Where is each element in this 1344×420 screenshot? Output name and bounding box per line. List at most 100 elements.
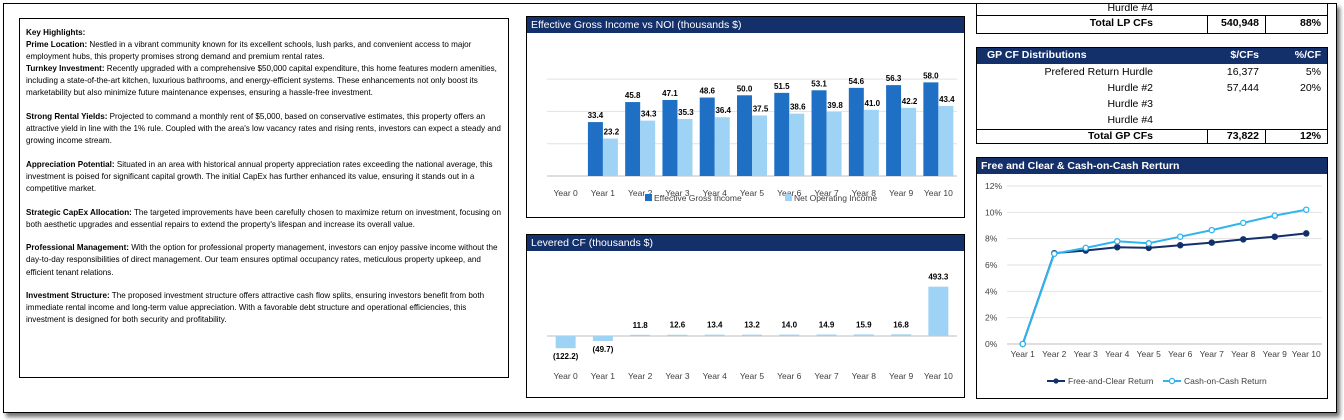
egi-bar bbox=[737, 95, 752, 176]
gp-row-pct: 5% bbox=[1305, 66, 1321, 78]
x-tick-label: Year 2 bbox=[628, 371, 653, 381]
y-tick-label: 8% bbox=[985, 234, 998, 244]
egi-bar bbox=[699, 97, 715, 176]
return-chart-panel: Free and Clear & Cash-on-Cash Rerturn 0%… bbox=[976, 157, 1328, 399]
egi-data-label: 33.4 bbox=[588, 111, 604, 120]
levered-cf-bar bbox=[667, 334, 688, 336]
gp-header-cfs: $/CFs bbox=[1230, 49, 1259, 61]
noi-bar bbox=[863, 109, 879, 176]
levered-cf-bar bbox=[853, 334, 874, 336]
noi-data-label: 35.3 bbox=[678, 108, 694, 117]
cash-on-cash-line-point bbox=[1051, 250, 1058, 258]
x-tick-label: Year 3 bbox=[1074, 349, 1099, 359]
gp-header-label: GP CF Distributions bbox=[987, 49, 1087, 61]
x-tick-label: Year 4 bbox=[1105, 349, 1130, 359]
x-tick-label: Year 7 bbox=[814, 188, 839, 198]
free-and-clear-line-point bbox=[1113, 243, 1121, 251]
y-tick-label: 6% bbox=[985, 260, 998, 270]
levered-cf-chart-panel: Levered CF (thousands $) (122.2) Year 0 (4… bbox=[526, 234, 965, 398]
levered-cf-data-label: 493.3 bbox=[928, 273, 949, 282]
egi-noi-chart: Year 0 Year 1 33.423.2 Year 2 45.8 34.3 Year 3… bbox=[547, 71, 957, 203]
x-tick-label: Year 7 bbox=[1200, 349, 1225, 359]
x-tick-label: Year 10 bbox=[924, 371, 953, 381]
egi-noi-chart-title: Effective Gross Income vs NOI (thousands… bbox=[527, 17, 964, 33]
levered-cf-data-label: 14.9 bbox=[819, 321, 835, 330]
egi-data-label: 58.0 bbox=[923, 71, 939, 80]
highlight-prime-location: Prime Location: Nestled in a vibrant com… bbox=[26, 40, 472, 62]
noi-data-label: 43.4 bbox=[939, 95, 955, 104]
highlight-appreciation-potential: Appreciation Potential: Situated in an a… bbox=[26, 159, 493, 194]
noi-bar bbox=[677, 119, 693, 176]
lp-partial-row-label: Hurdle #4 bbox=[1107, 2, 1153, 14]
egi-bar bbox=[923, 82, 939, 176]
cash-on-cash-line bbox=[1021, 208, 1307, 345]
x-tick-label: Year 5 bbox=[1137, 349, 1162, 359]
lp-total-cfs: 540,948 bbox=[1221, 17, 1259, 29]
levered-cf-bar bbox=[630, 334, 651, 336]
levered-cf-data-label: 14.0 bbox=[781, 321, 797, 330]
noi-bar bbox=[901, 107, 917, 176]
levered-cf-data-label: 13.4 bbox=[707, 321, 723, 330]
highlight-professional-management: Professional Management: With the option… bbox=[26, 243, 498, 277]
noi-data-label: 38.6 bbox=[790, 103, 806, 112]
cash-on-cash-line-point bbox=[1302, 206, 1310, 213]
return-line-chart: 0% 2% 4% 6% 8% 10% 12% Year 1 Year 2 Year 3 Year 4… bbox=[985, 181, 1322, 386]
cash-on-cash-line-point bbox=[1239, 219, 1247, 227]
x-tick-label: Year 2 bbox=[1042, 349, 1067, 359]
levered-cf-data-label: (122.2) bbox=[553, 352, 579, 361]
noi-data-label: 37.5 bbox=[753, 104, 769, 113]
highlights-heading: Key Highlights: bbox=[26, 28, 86, 37]
highlight-investment-structure: Investment Structure: The proposed inves… bbox=[26, 291, 485, 325]
levered-cf-bar bbox=[779, 334, 800, 336]
x-tick-label: Year 0 bbox=[554, 371, 579, 381]
highlight-strong-rental-yields: Strong Rental Yields: Projected to comma… bbox=[26, 112, 501, 146]
noi-data-label: 39.8 bbox=[827, 101, 843, 110]
free-and-clear-line-point bbox=[1302, 230, 1310, 237]
x-tick-label: Year 9 bbox=[889, 188, 914, 198]
noi-bar bbox=[789, 113, 805, 176]
lp-total-pct: 88% bbox=[1299, 17, 1321, 29]
cash-on-cash-line-point bbox=[1145, 240, 1152, 247]
egi-data-label: 45.8 bbox=[625, 91, 641, 100]
x-tick-label: Year 1 bbox=[591, 188, 616, 198]
cash-on-cash-line-point bbox=[1082, 244, 1090, 252]
levered-cf-bar bbox=[704, 334, 725, 336]
highlight-strategic-capex: Strategic CapEx Allocation: The targeted… bbox=[26, 207, 502, 229]
legend-label-noi: Net Operating Income bbox=[794, 193, 877, 203]
cash-on-cash-line-point bbox=[1176, 233, 1184, 240]
highlight-turnkey-investment: Turnkey Investment: Recently upgraded wi… bbox=[26, 64, 497, 98]
y-tick-label: 0% bbox=[985, 339, 998, 349]
gp-row-pct: 20% bbox=[1299, 82, 1321, 94]
noi-data-label: 23.2 bbox=[604, 128, 620, 137]
egi-bar bbox=[662, 99, 678, 176]
gp-row-label: Hurdle #2 bbox=[1107, 82, 1153, 94]
legend-swatch-noi bbox=[785, 194, 792, 201]
levered-cf-data-label: 12.6 bbox=[670, 321, 686, 330]
x-tick-label: Year 5 bbox=[740, 188, 765, 198]
free-and-clear-line-point bbox=[1271, 233, 1278, 240]
gp-row-cfs: 57,444 bbox=[1226, 82, 1259, 94]
x-tick-label: Year 3 bbox=[665, 188, 690, 198]
egi-data-label: 50.0 bbox=[737, 84, 753, 93]
x-tick-label: Year 7 bbox=[814, 371, 839, 381]
lp-cf-table: Hurdle #4 Total LP CFs 540,948 88% bbox=[976, 2, 1328, 34]
x-tick-label: Year 4 bbox=[703, 188, 728, 198]
egi-bar bbox=[811, 90, 827, 176]
levered-cf-bar bbox=[928, 286, 949, 336]
cash-on-cash-line-point bbox=[1208, 226, 1215, 234]
levered-cf-data-label: 11.8 bbox=[633, 321, 649, 330]
y-tick-label: 2% bbox=[985, 313, 998, 323]
levered-cf-data-label: 13.2 bbox=[744, 321, 760, 330]
free-and-clear-line bbox=[1021, 232, 1307, 345]
legend-swatch-egi bbox=[645, 194, 652, 201]
egi-data-label: 53.1 bbox=[811, 79, 827, 88]
x-tick-label: Year 10 bbox=[1292, 349, 1321, 359]
x-tick-label: Year 8 bbox=[1231, 349, 1256, 359]
legend-marker-free-and-clear bbox=[1053, 378, 1059, 384]
cash-on-cash-line-point bbox=[1019, 340, 1027, 348]
levered-cf-bar bbox=[742, 334, 762, 336]
x-tick-label: Year 10 bbox=[924, 188, 953, 198]
egi-bar bbox=[886, 85, 902, 176]
noi-bar bbox=[938, 105, 954, 176]
levered-cf-bar bbox=[592, 336, 613, 341]
